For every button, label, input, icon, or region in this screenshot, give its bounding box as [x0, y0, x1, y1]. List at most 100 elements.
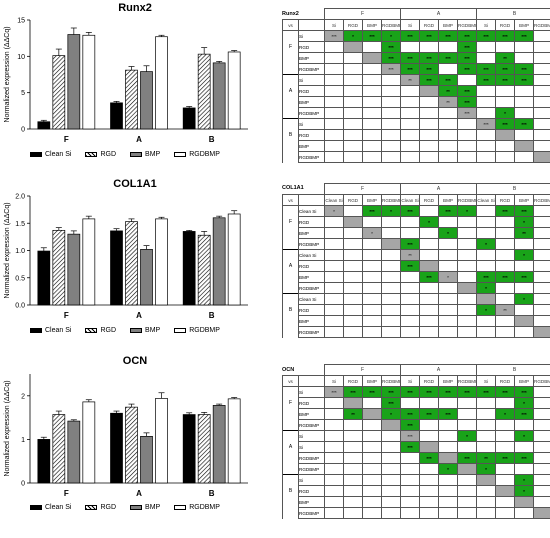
matrix-cell: * [439, 272, 458, 283]
x-category-label: B [209, 489, 215, 498]
matrix-column-header: RGDBMP [534, 376, 550, 387]
matrix-cell [439, 486, 458, 497]
matrix-cell [382, 119, 401, 130]
matrix-cell [344, 305, 363, 316]
matrix-cell [401, 316, 420, 327]
bar-rgdbmp [83, 219, 95, 305]
matrix-cell [534, 486, 550, 497]
matrix-cell: *** [401, 431, 420, 442]
matrix-cell [439, 508, 458, 519]
matrix-row: RGDBMP************** [283, 453, 550, 464]
matrix-row-group [283, 75, 299, 86]
matrix-row-label: Si [299, 75, 325, 86]
matrix-cell [420, 119, 439, 130]
matrix-row: Si********************************* [283, 387, 550, 398]
matrix-cell [496, 97, 515, 108]
matrix-row-label: BMP [299, 97, 325, 108]
matrix-cell: *** [496, 387, 515, 398]
matrix-cell [458, 283, 477, 294]
matrix-cell [439, 141, 458, 152]
matrix-cell [363, 130, 382, 141]
matrix-cell: *** [458, 31, 477, 42]
matrix-row-group [283, 141, 299, 152]
matrix-cell [344, 206, 363, 217]
matrix-cell: *** [420, 272, 439, 283]
matrix-cell [325, 141, 344, 152]
matrix-cell [363, 64, 382, 75]
matrix-cell [534, 75, 550, 86]
matrix-cell [477, 152, 496, 163]
matrix-cell [325, 327, 344, 338]
matrix-cell [477, 141, 496, 152]
matrix-cell [382, 327, 401, 338]
matrix-row-label: Si [299, 475, 325, 486]
matrix-row: BMP [283, 497, 550, 508]
matrix-row-label: Si [299, 442, 325, 453]
matrix-cell [515, 420, 534, 431]
matrix-cell [534, 250, 550, 261]
matrix-row-label: RGDBMP [299, 152, 325, 163]
matrix-cell [420, 239, 439, 250]
matrix-cell [496, 261, 515, 272]
matrix-cell [515, 327, 534, 338]
matrix-row-group: A [283, 261, 299, 272]
matrix-cell [382, 486, 401, 497]
y-tick-label: 1 [21, 437, 25, 444]
matrix-cell: *** [401, 239, 420, 250]
matrix-cell [401, 475, 420, 486]
bar-rgdbmp [83, 402, 95, 483]
matrix-cell [344, 86, 363, 97]
matrix-cell [534, 261, 550, 272]
matrix-cell [458, 327, 477, 338]
matrix-cell: ** [515, 228, 534, 239]
matrix-row-label: RGDBMP [299, 64, 325, 75]
matrix-column-header: RGDBMP [458, 376, 477, 387]
matrix-row-group [283, 387, 299, 398]
matrix-cell [382, 420, 401, 431]
matrix-cell [344, 316, 363, 327]
matrix-cell: ** [439, 86, 458, 97]
matrix-column-header: RGDBMP [382, 376, 401, 387]
matrix-row-label: BMP [299, 141, 325, 152]
matrix-cell [439, 475, 458, 486]
matrix-cell [496, 239, 515, 250]
bar-rgd [126, 70, 138, 129]
matrix-cell [382, 283, 401, 294]
matrix-cell [458, 75, 477, 86]
y-axis-label: Normalized expression (ΔΔCq) [4, 380, 11, 476]
matrix-row-label: BMP [299, 53, 325, 64]
matrix-cell [534, 327, 550, 338]
matrix-row-label: RGDBMP [299, 108, 325, 119]
matrix-row-label: Clean Si [299, 294, 325, 305]
matrix-cell [344, 497, 363, 508]
matrix-cell: ** [401, 250, 420, 261]
matrix-cell [534, 305, 550, 316]
matrix-cell [344, 398, 363, 409]
matrix-column-header: RGDBMP [458, 20, 477, 31]
matrix-row: RGDBMP** [283, 464, 550, 475]
matrix-cell [363, 239, 382, 250]
matrix-cell [515, 497, 534, 508]
matrix-cell [344, 239, 363, 250]
matrix-row-label: Si [299, 31, 325, 42]
matrix-cell [496, 152, 515, 163]
bar-clean-si [111, 103, 123, 129]
bar-rgdbmp [156, 219, 168, 305]
matrix-cell [477, 108, 496, 119]
matrix-cell [420, 250, 439, 261]
matrix-cell: *** [515, 272, 534, 283]
matrix-row-group [283, 316, 299, 327]
matrix-row: Clean Si*** [283, 250, 550, 261]
matrix-cell [439, 420, 458, 431]
matrix-row-label: BMP [299, 272, 325, 283]
matrix-cell [496, 250, 515, 261]
matrix-cell [458, 294, 477, 305]
matrix-row-label: Clean Si [299, 206, 325, 217]
matrix-cell [401, 305, 420, 316]
matrix-cell: * [344, 31, 363, 42]
matrix-cell [401, 464, 420, 475]
bar-rgdbmp [228, 214, 240, 305]
matrix-row-label: RGD [299, 86, 325, 97]
matrix-cell: *** [401, 31, 420, 42]
matrix-cell [477, 206, 496, 217]
